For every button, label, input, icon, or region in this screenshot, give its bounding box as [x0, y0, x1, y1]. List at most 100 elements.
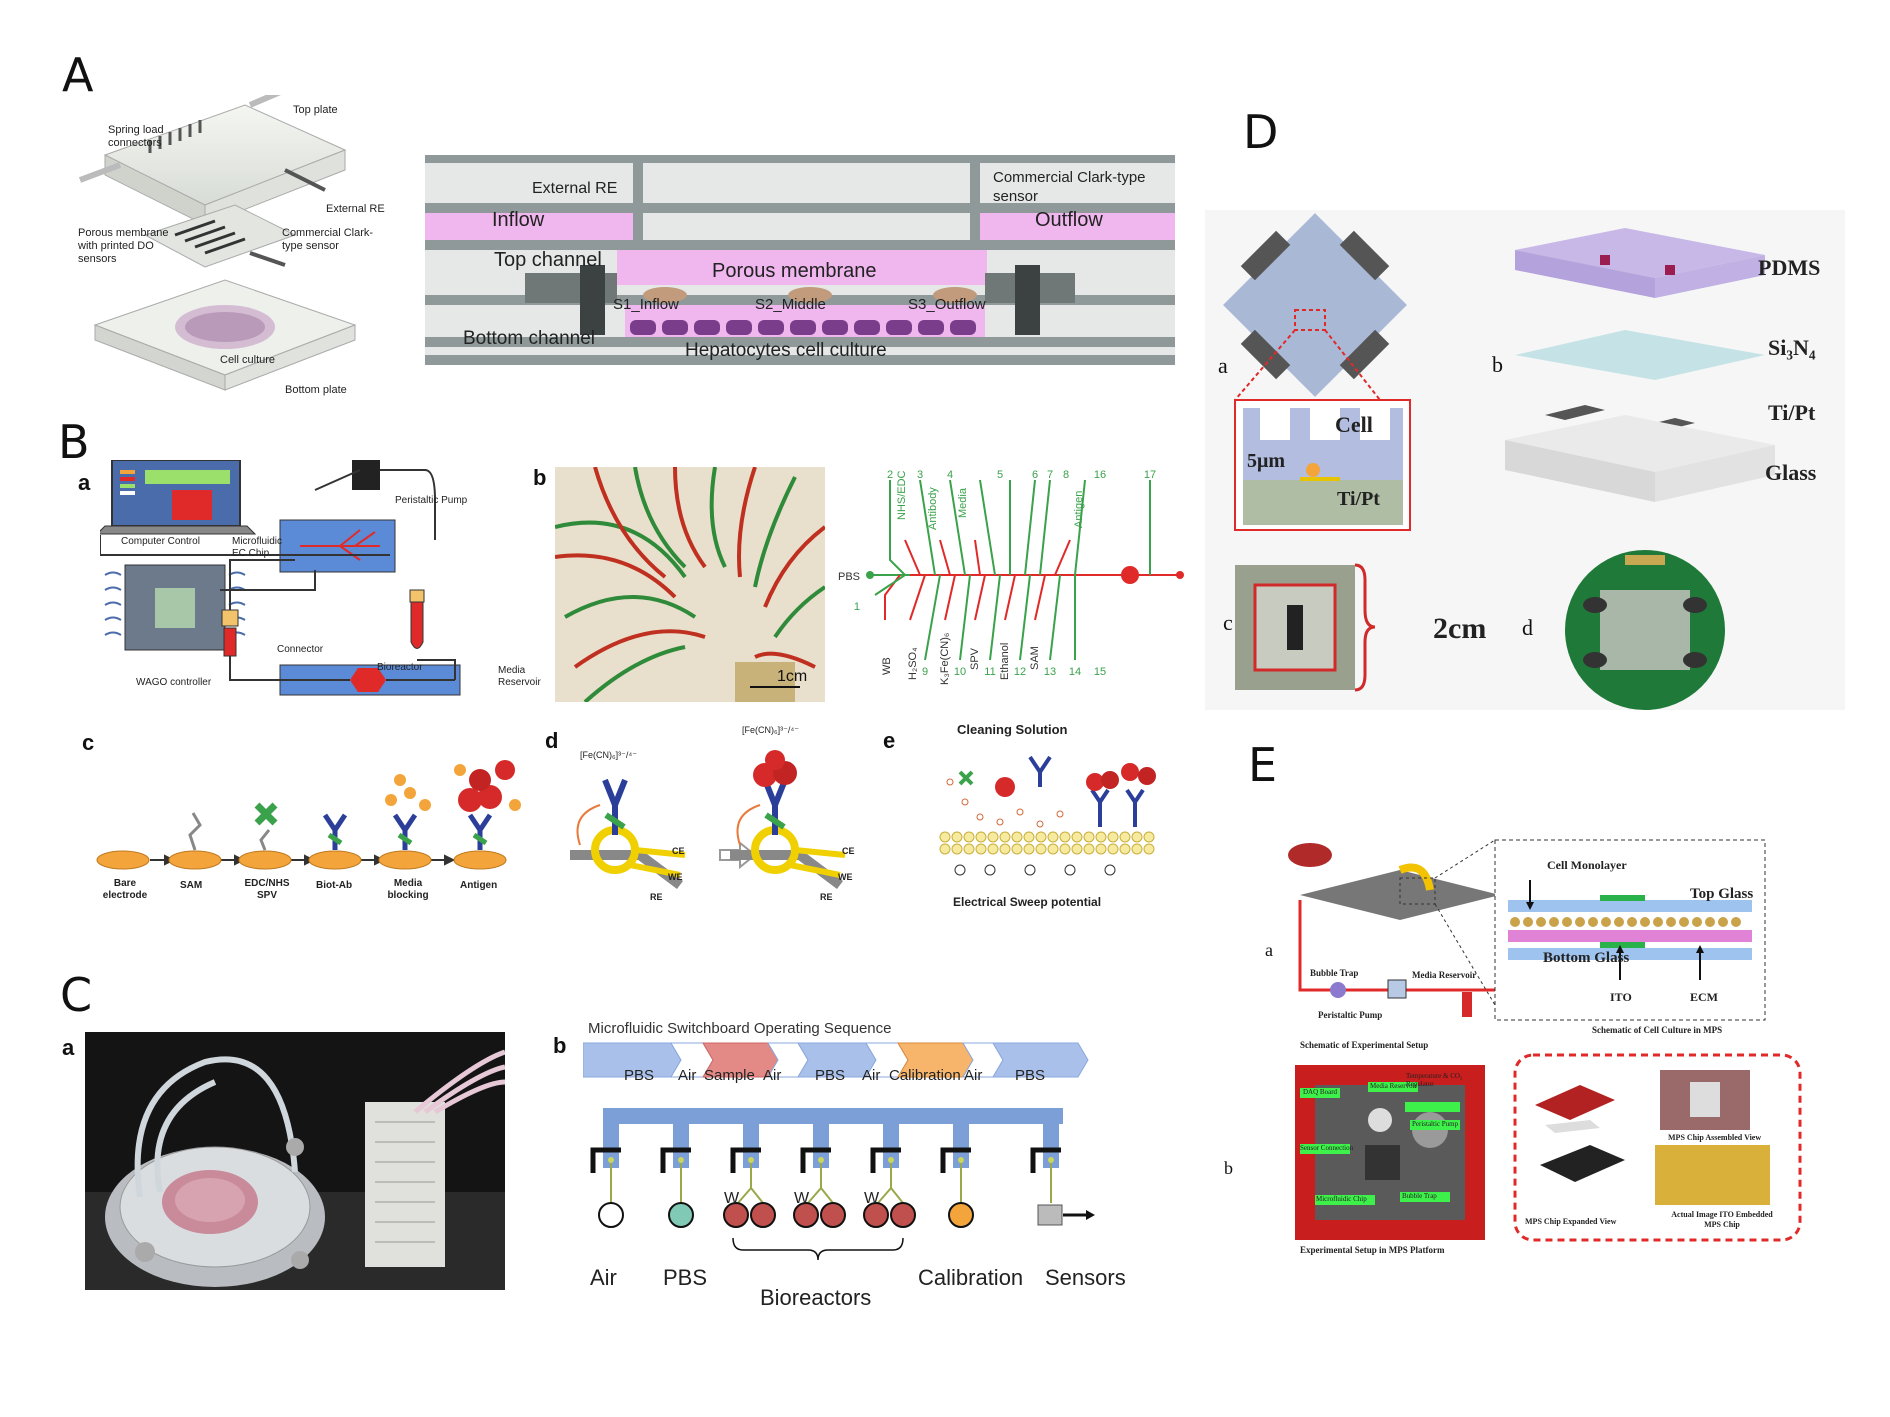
port-pbs: PBS	[838, 571, 860, 583]
device-photo	[85, 1032, 505, 1290]
section-inflow: Inflow	[492, 209, 545, 231]
sublabel-b-c: c	[82, 730, 95, 755]
port-top-16: 16	[1094, 470, 1106, 481]
port-top-17: 17	[1144, 470, 1156, 481]
electrode-re-left: RE	[650, 892, 663, 902]
port-top-2: 2	[887, 470, 893, 481]
seq-air-4: Air	[964, 1067, 983, 1084]
label-5um: 5μm	[1247, 450, 1285, 472]
step-bare-electrode: Bare electrode	[102, 878, 148, 901]
w-label-1: W	[724, 1190, 740, 1207]
sublabel-c-b: b	[553, 1033, 567, 1058]
seq-air-3: Air	[862, 1067, 881, 1084]
functionalization-steps	[96, 760, 521, 870]
seq-air-1: Air	[678, 1067, 697, 1084]
label-media-reservoir-e: Media Reservoir	[1412, 970, 1477, 980]
port-top-7: 7	[1047, 470, 1053, 481]
section-porous-membrane: Porous membrane	[712, 260, 877, 282]
sublabel-b-e: e	[883, 728, 896, 753]
step-media-blocking: Media blocking	[387, 878, 429, 901]
electrode-ce-left: CE	[672, 846, 685, 856]
bottom-bioreactors: Bioreactors	[760, 1285, 872, 1310]
seq-sample: Sample	[704, 1067, 755, 1084]
port-bottom-13: 13	[1044, 666, 1056, 678]
caption-chip-actual: Actual Image ITO Embedded MPS Chip	[1671, 1210, 1773, 1229]
panel-letter-e: E	[1248, 738, 1278, 792]
photo-tag-daq: DAQ Board	[1303, 1088, 1338, 1096]
caption-platform: Experimental Setup in MPS Platform	[1300, 1245, 1445, 1255]
port-top-media: Media	[957, 487, 969, 518]
sublabel-d-b: b	[1492, 352, 1503, 377]
port-bottom-10: 10	[954, 666, 966, 678]
caption-cell-culture-mps: Schematic of Cell Culture in MPS	[1592, 1025, 1723, 1035]
step-sam: SAM	[180, 880, 203, 891]
label-porous-membrane-small: Porous membrane with printed DO sensors	[78, 227, 169, 265]
label-clark-small: Commercial Clark-type sensor	[282, 227, 374, 252]
sublabel-e-b: b	[1224, 1158, 1233, 1178]
photo-tag-pump: Peristaltic Pump	[1412, 1120, 1459, 1128]
sublabel-b-b: b	[533, 465, 547, 490]
layer-tipt: Ti/Pt	[1768, 400, 1816, 425]
label-top-plate: Top plate	[293, 104, 338, 116]
bottom-pbs: PBS	[663, 1265, 708, 1290]
layer-si3n4: Si₃N₄	[1768, 335, 1816, 360]
port-bottom-kfe: K₃Fe(CN)₆	[939, 633, 951, 685]
label-top-glass: Top Glass	[1690, 886, 1754, 902]
sequence-title: Microfluidic Switchboard Operating Seque…	[588, 1020, 892, 1037]
label-tipt-inset: Ti/Pt	[1337, 488, 1380, 510]
caption-chip-expanded: MPS Chip Expanded View	[1525, 1217, 1617, 1226]
port-bottom-11: 11	[984, 666, 995, 678]
sweep-potential-caption: Electrical Sweep potential	[953, 895, 1102, 909]
electrode-we-left: WE	[668, 872, 683, 882]
sublabel-d-a: a	[1218, 353, 1228, 378]
label-computer-control: Computer Control	[121, 536, 200, 547]
seq-pbs-2: PBS	[815, 1067, 846, 1084]
port-bottom-h2so4: H₂SO₄	[907, 647, 919, 680]
bottom-air: Air	[590, 1265, 617, 1290]
photo-tag-media: Media Reservoir	[1370, 1082, 1417, 1090]
sublabel-c-a: a	[62, 1035, 75, 1060]
w-label-2: W	[794, 1190, 810, 1207]
port-bottom-15: 15	[1094, 666, 1106, 678]
label-external-re-small: External RE	[326, 203, 385, 215]
port-top-3: 3	[917, 470, 923, 481]
port-bottom-sam: SAM	[1029, 646, 1041, 670]
panel-letter-a: A	[62, 48, 94, 102]
photo-tag-chip: Microfluidic Chip	[1316, 1195, 1367, 1203]
label-media-reservoir: Media Reservoir	[498, 665, 541, 688]
section-top-channel: Top channel	[494, 249, 602, 271]
d-panel-illustration	[1205, 210, 1845, 710]
label-cell-monolayer: Cell Monolayer	[1547, 858, 1627, 872]
label-peristaltic-pump: Peristaltic Pump	[395, 495, 468, 506]
step-edc-nhs: EDC/NHS SPV	[244, 878, 290, 901]
switchboard-diagram	[583, 1042, 1095, 1261]
panel-letter-d: D	[1243, 105, 1279, 159]
section-clark: Commercial Clark-type sensor	[993, 169, 1146, 205]
label-2cm: 2cm	[1433, 612, 1487, 645]
label-ito: ITO	[1610, 990, 1632, 1004]
w-label-3: W	[864, 1190, 880, 1207]
seq-pbs-3: PBS	[1015, 1067, 1046, 1084]
seq-pbs-1: PBS	[624, 1067, 655, 1084]
chip-photo	[555, 467, 825, 702]
section-external-re: External RE	[532, 180, 618, 197]
photo-tag-bubble: Bubble Trap	[1402, 1192, 1437, 1200]
layer-pdms: PDMS	[1758, 255, 1821, 280]
sublabel-e-a: a	[1265, 940, 1273, 960]
redox-label-right: [Fe(CN)₆]³⁻/⁴⁻	[742, 725, 799, 735]
bottom-sensors: Sensors	[1045, 1265, 1126, 1290]
port-bottom-ethanol: Ethanol	[999, 643, 1011, 680]
photo-tag-sensor: Sensor Connection	[1300, 1144, 1354, 1152]
step-antigen: Antigen	[460, 880, 498, 891]
electrode-binding-diagram	[570, 750, 846, 889]
section-hepatocytes: Hepatocytes cell culture	[685, 340, 887, 361]
label-cell: Cell	[1335, 412, 1373, 437]
label-bottom-plate: Bottom plate	[285, 384, 347, 396]
cleaning-solution-title: Cleaning Solution	[957, 722, 1068, 737]
exploded-device-illustration	[78, 95, 357, 391]
panel-letter-c: C	[60, 968, 93, 1022]
caption-chip-assembled: MPS Chip Assembled View	[1668, 1133, 1762, 1142]
sublabel-b-d: d	[545, 728, 559, 753]
port-top-8: 8	[1063, 470, 1069, 481]
sublabel-d-d: d	[1522, 615, 1533, 640]
